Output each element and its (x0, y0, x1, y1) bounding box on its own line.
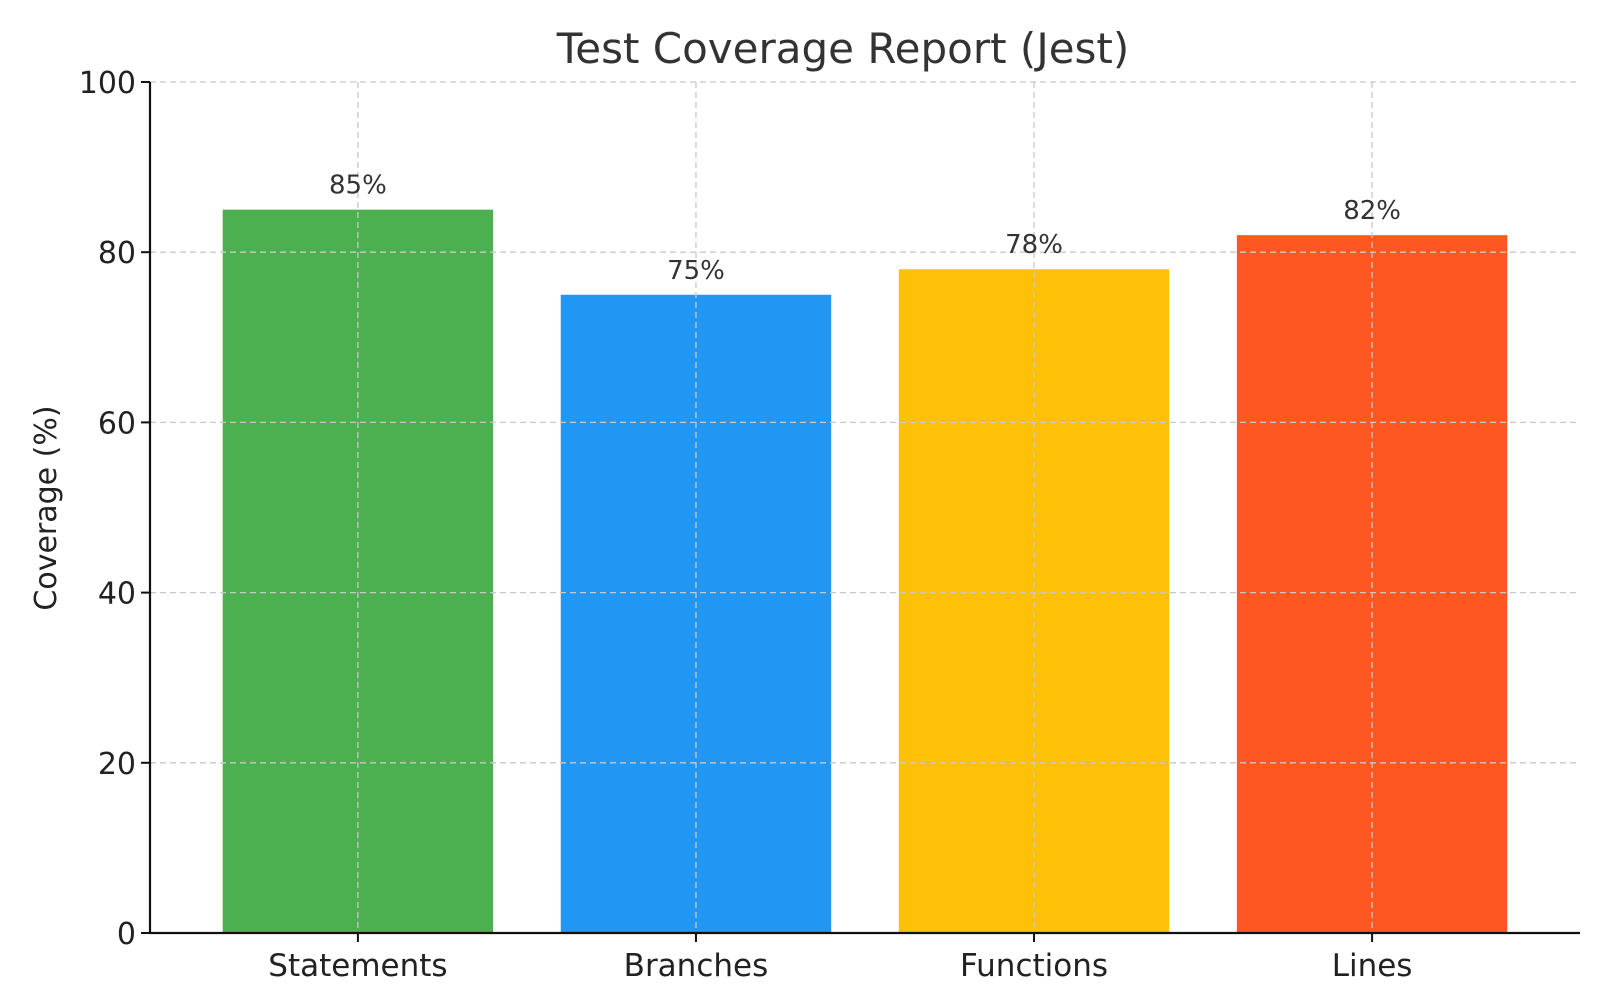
y-tick-label-2: 40 (98, 577, 136, 612)
data-label-branches: 75% (667, 256, 725, 286)
chart-title: Test Coverage Report (Jest) (556, 24, 1130, 73)
y-tick-label-0: 0 (117, 917, 136, 952)
y-tick-label-5: 100 (79, 66, 136, 101)
bars-layer (222, 209, 1508, 934)
data-label-lines: 82% (1343, 196, 1401, 226)
data-label-statements: 85% (329, 171, 387, 201)
axes-layer (141, 81, 1580, 942)
labels-layer: 0 20 40 60 80 100 Statements 85% Branches 75% Func… (79, 66, 1413, 984)
y-tick-label-1: 20 (98, 747, 136, 782)
data-label-functions: 78% (1005, 230, 1063, 260)
x-tick-label-functions: Functions (960, 948, 1108, 984)
x-tick-label-lines: Lines (1332, 948, 1413, 984)
x-tick-label-statements: Statements (268, 948, 447, 984)
y-tick-label-4: 80 (98, 236, 136, 271)
y-tick-label-3: 60 (98, 406, 136, 441)
x-tick-label-branches: Branches (624, 948, 769, 984)
y-axis-label: Coverage (%) (29, 405, 64, 610)
